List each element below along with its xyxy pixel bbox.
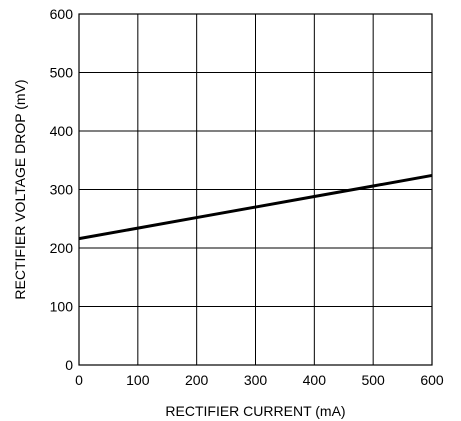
y-tick-label: 100 <box>50 299 74 315</box>
x-tick-label: 500 <box>361 372 385 388</box>
x-tick-label: 300 <box>244 372 268 388</box>
y-axis-title: RECTIFIER VOLTAGE DROP (mV) <box>12 79 28 299</box>
x-tick-label: 100 <box>126 372 150 388</box>
x-tick-label: 400 <box>303 372 327 388</box>
x-tick-label: 0 <box>75 372 83 388</box>
y-tick-label: 600 <box>50 6 74 22</box>
x-axis-title: RECTIFIER CURRENT (mA) <box>165 403 345 419</box>
x-tick-label: 600 <box>420 372 444 388</box>
y-tick-label: 400 <box>50 123 74 139</box>
series-group <box>78 173 433 241</box>
x-tick-labels: 0 100 200 300 400 500 600 <box>75 372 444 388</box>
y-tick-labels: 0 100 200 300 400 500 600 <box>50 6 74 373</box>
y-tick-label: 0 <box>65 357 73 373</box>
series-line <box>78 173 433 241</box>
x-tick-label: 200 <box>185 372 209 388</box>
grid <box>78 13 433 366</box>
y-tick-label: 200 <box>50 240 74 256</box>
y-tick-label: 300 <box>50 182 74 198</box>
plot-frame <box>78 13 433 366</box>
y-tick-label: 500 <box>50 65 74 81</box>
